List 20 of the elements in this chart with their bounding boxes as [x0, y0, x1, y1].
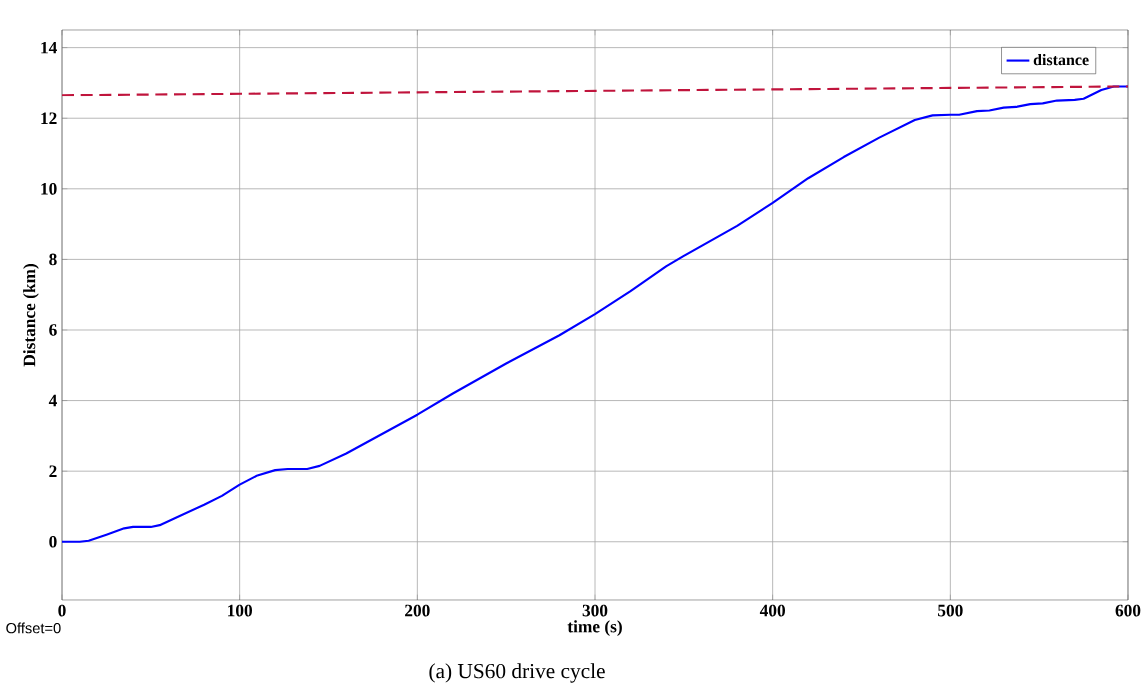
x-tick-label: 100	[228, 604, 253, 617]
y-tick-label: 12	[41, 112, 57, 124]
text: (a) US60 drive cycle	[429, 663, 605, 683]
y-axis-title: Distance (km)	[23, 264, 39, 367]
x-tick-label: 400	[759, 604, 786, 617]
x-tick-label: 600	[1115, 604, 1141, 617]
y-tick-label: 0	[49, 535, 57, 548]
y-tick-label: 2	[49, 465, 57, 477]
x-tick-label: 0	[58, 604, 66, 617]
x-tick-label: 200	[405, 604, 430, 617]
y-tick-label: 8	[49, 253, 57, 266]
legend-label: distance	[1033, 54, 1089, 66]
x-tick-label: 500	[938, 604, 963, 617]
y-tick-label: 6	[49, 324, 57, 336]
y-tick-label: 4	[48, 394, 57, 407]
x-tick-label: 300	[582, 604, 608, 617]
x-axis-title: time (s)	[567, 620, 622, 636]
y-tick-label: 10	[41, 182, 57, 195]
y-tick-label: 14	[41, 41, 57, 54]
text: Offset=0	[6, 622, 61, 634]
